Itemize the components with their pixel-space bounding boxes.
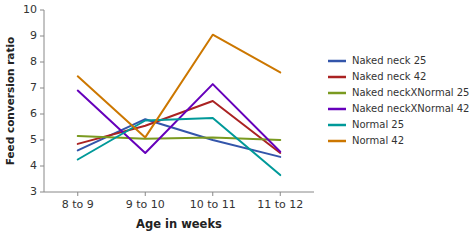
x-axis-label: Age in weeks xyxy=(136,217,222,231)
x-tick xyxy=(77,192,78,196)
x-tick xyxy=(145,192,146,196)
y-tick xyxy=(40,192,44,193)
y-tick-label: 7 xyxy=(30,81,37,94)
y-axis-label: Feed conversion ratio xyxy=(4,37,16,166)
legend-label: Naked neckXNormal 42 xyxy=(352,103,469,114)
x-tick-label: 10 to 11 xyxy=(190,198,236,211)
y-tick-label: 10 xyxy=(23,3,37,16)
x-tick xyxy=(280,192,281,196)
y-tick-label: 8 xyxy=(30,55,37,68)
y-axis xyxy=(44,10,45,192)
chart: 3 4 5 6 7 8 9 10 8 to 9 9 to 10 10 to 11 11 to 12 Ag… xyxy=(0,0,474,234)
legend: Naked neck 25 Naked neck 42 Naked neckXNor… xyxy=(328,55,469,146)
x-tick-label: 8 to 9 xyxy=(62,198,94,211)
legend-swatch xyxy=(328,60,346,63)
legend-swatch xyxy=(328,140,346,143)
legend-label: Naked neckXNormal 25 xyxy=(352,87,469,98)
legend-label: Normal 25 xyxy=(352,119,404,130)
y-tick xyxy=(40,166,44,167)
y-tick xyxy=(40,10,44,11)
legend-label: Normal 42 xyxy=(352,135,404,146)
series-line xyxy=(78,119,281,157)
plot-area xyxy=(78,35,281,175)
y-tick xyxy=(40,114,44,115)
series-line xyxy=(78,118,281,175)
y-tick xyxy=(40,36,44,37)
series-line xyxy=(78,35,281,138)
x-tick-label: 9 to 10 xyxy=(126,198,165,211)
legend-label: Naked neck 25 xyxy=(352,55,426,66)
y-tick-label: 5 xyxy=(30,133,37,146)
legend-label: Naked neck 42 xyxy=(352,71,426,82)
legend-swatch xyxy=(328,124,346,127)
legend-swatch xyxy=(328,108,346,111)
legend-swatch xyxy=(328,92,346,95)
y-tick xyxy=(40,88,44,89)
x-tick xyxy=(212,192,213,196)
y-tick-label: 3 xyxy=(30,185,37,198)
legend-swatch xyxy=(328,76,346,79)
y-tick xyxy=(40,62,44,63)
y-tick-label: 9 xyxy=(30,29,37,42)
x-tick-label: 11 to 12 xyxy=(257,198,303,211)
series-line xyxy=(78,101,281,153)
y-tick xyxy=(40,140,44,141)
x-axis xyxy=(44,192,314,193)
y-tick-label: 6 xyxy=(30,107,37,120)
y-tick-label: 4 xyxy=(30,159,37,172)
series-line xyxy=(78,136,281,140)
